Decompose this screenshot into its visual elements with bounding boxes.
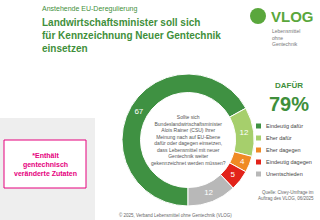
svg-text:Eindeutig dafür: Eindeutig dafür bbox=[266, 123, 303, 129]
svg-text:79%: 79% bbox=[269, 93, 309, 115]
svg-text:Unentschieden: Unentschieden bbox=[266, 171, 303, 177]
svg-text:12: 12 bbox=[240, 128, 249, 137]
svg-text:Eher dafür: Eher dafür bbox=[266, 135, 292, 141]
svg-text:Eher dagegen: Eher dagegen bbox=[266, 147, 301, 153]
svg-text:Anstehende EU-Deregulierung: Anstehende EU-Deregulierung bbox=[42, 5, 137, 13]
svg-text:DAFÜR: DAFÜR bbox=[275, 81, 303, 90]
svg-text:12: 12 bbox=[204, 188, 213, 197]
svg-text:5: 5 bbox=[231, 170, 236, 179]
svg-text:67: 67 bbox=[134, 107, 143, 116]
svg-text:LebensmittelohneGentechnik: LebensmittelohneGentechnik bbox=[272, 28, 300, 47]
svg-text:Sollte sichBundeslandwirtschaf: Sollte sichBundeslandwirtschaftsminister… bbox=[151, 114, 226, 166]
svg-text:Eindeutig dagegen: Eindeutig dagegen bbox=[266, 159, 312, 165]
svg-text:© 2025, Verband Lebensmittel o: © 2025, Verband Lebensmittel ohne Gentec… bbox=[119, 212, 232, 218]
svg-text:Quelle: Civey-Umfrage imAuftra: Quelle: Civey-Umfrage imAuftrag des VLOG… bbox=[258, 190, 314, 201]
svg-text:4: 4 bbox=[240, 157, 245, 166]
svg-text:*Enthältgentechnischveränderte: *Enthältgentechnischveränderte Zutaten bbox=[14, 152, 77, 177]
svg-text:Landwirtschaftsminister soll s: Landwirtschaftsminister soll sichfür Ken… bbox=[42, 17, 221, 54]
svg-text:VLOG: VLOG bbox=[271, 8, 314, 25]
